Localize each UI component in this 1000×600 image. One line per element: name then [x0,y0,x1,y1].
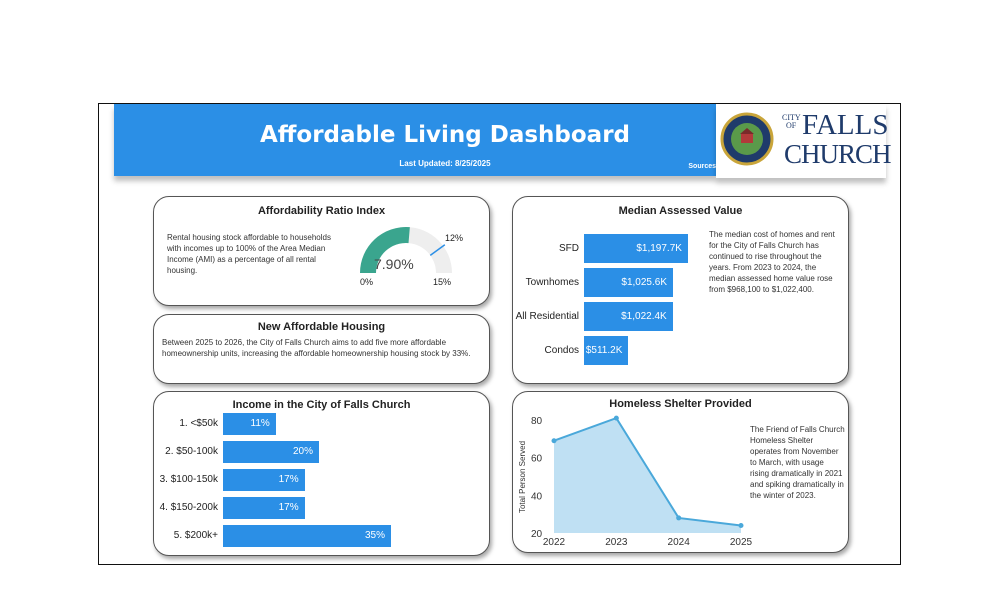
bar[interactable]: 11% [223,413,276,435]
data-point[interactable] [613,415,619,421]
gauge-target-marker [429,244,446,256]
data-point[interactable] [738,522,744,528]
data-point[interactable] [676,515,682,521]
bar[interactable]: 35% [223,525,391,547]
bar[interactable]: $1,025.6K [584,268,674,297]
bar-label: 4. $150-200k [159,502,218,513]
shelter-card: Homeless Shelter Provided The Friend of … [512,391,849,553]
x-tick-label: 2022 [543,537,566,548]
page-title: Affordable Living Dashboard [259,122,631,148]
gauge-value: 7.90% [374,256,414,272]
median-card: Median Assessed Value The median cost of… [512,196,849,384]
y-axis-label: Total Person Served [518,441,527,513]
gauge-min: 0% [360,277,374,287]
logo-text-of: OF [786,121,797,130]
bar[interactable]: $1,197.7K [584,234,688,263]
affordability-card: Affordability Ratio Index Rental housing… [153,196,490,306]
affordability-title: Affordability Ratio Index [257,205,386,217]
y-tick-label: 20 [531,529,543,540]
bar-label: 5. $200k+ [173,530,218,541]
median-title: Median Assessed Value [618,205,743,217]
logo-text-falls: FALLS [802,109,889,141]
dashboard-frame [98,103,901,565]
new-housing-card: New Affordable Housing Between 2025 to 2… [153,314,490,384]
shelter-title: Homeless Shelter Provided [609,398,752,410]
bar-label: 1. <$50k [179,418,218,429]
y-tick-label: 80 [531,416,543,427]
gauge-max: 15% [433,277,452,287]
x-tick-label: 2024 [668,537,691,548]
sources-label: Sources [688,163,716,170]
data-point[interactable] [551,438,557,444]
bar[interactable]: 17% [223,469,305,491]
new-housing-description: Between 2025 to 2026, the City of Falls … [162,338,471,358]
x-tick-label: 2023 [605,537,628,548]
bar-label: All Residential [515,310,579,322]
city-logo: CITY OF FALLS CHURCH [716,104,892,178]
gauge-target: 12% [445,233,464,243]
series-line [553,416,742,527]
income-title: Income in the City of Falls Church [232,399,411,411]
logo-text-city: CITY [782,113,801,122]
bar[interactable]: 17% [223,497,305,519]
y-tick-label: 60 [531,454,543,465]
bar[interactable]: 20% [223,441,319,463]
gauge-fill [360,227,410,273]
logo-text-church: CHURCH [784,139,892,169]
bar[interactable]: $511.2K [584,336,629,365]
bar-label: 3. $100-150k [159,474,218,485]
area-fill [554,418,741,533]
affordability-description: Rental housing stock affordable to house… [167,233,331,275]
bar-label: 2. $50-100k [165,446,218,457]
affordability-gauge [360,227,452,273]
shelter-description: The Friend of Falls Church Homeless Shel… [750,425,845,500]
new-housing-title: New Affordable Housing [257,321,386,333]
income-card: Income in the City of Falls Church 1. <$… [153,391,490,556]
bar-label: SFD [559,242,579,254]
y-tick-label: 40 [531,491,543,502]
median-description: The median cost of homes and rent for th… [709,230,835,294]
city-seal-icon [720,112,774,166]
bar-label: Townhomes [525,276,579,288]
x-tick-label: 2025 [730,537,753,548]
header-banner: Affordable Living Dashboard Last Updated… [114,104,716,176]
bar-label: Condos [544,344,579,356]
last-updated: Last Updated: 8/25/2025 [399,159,491,168]
bar[interactable]: $1,022.4K [584,302,673,331]
